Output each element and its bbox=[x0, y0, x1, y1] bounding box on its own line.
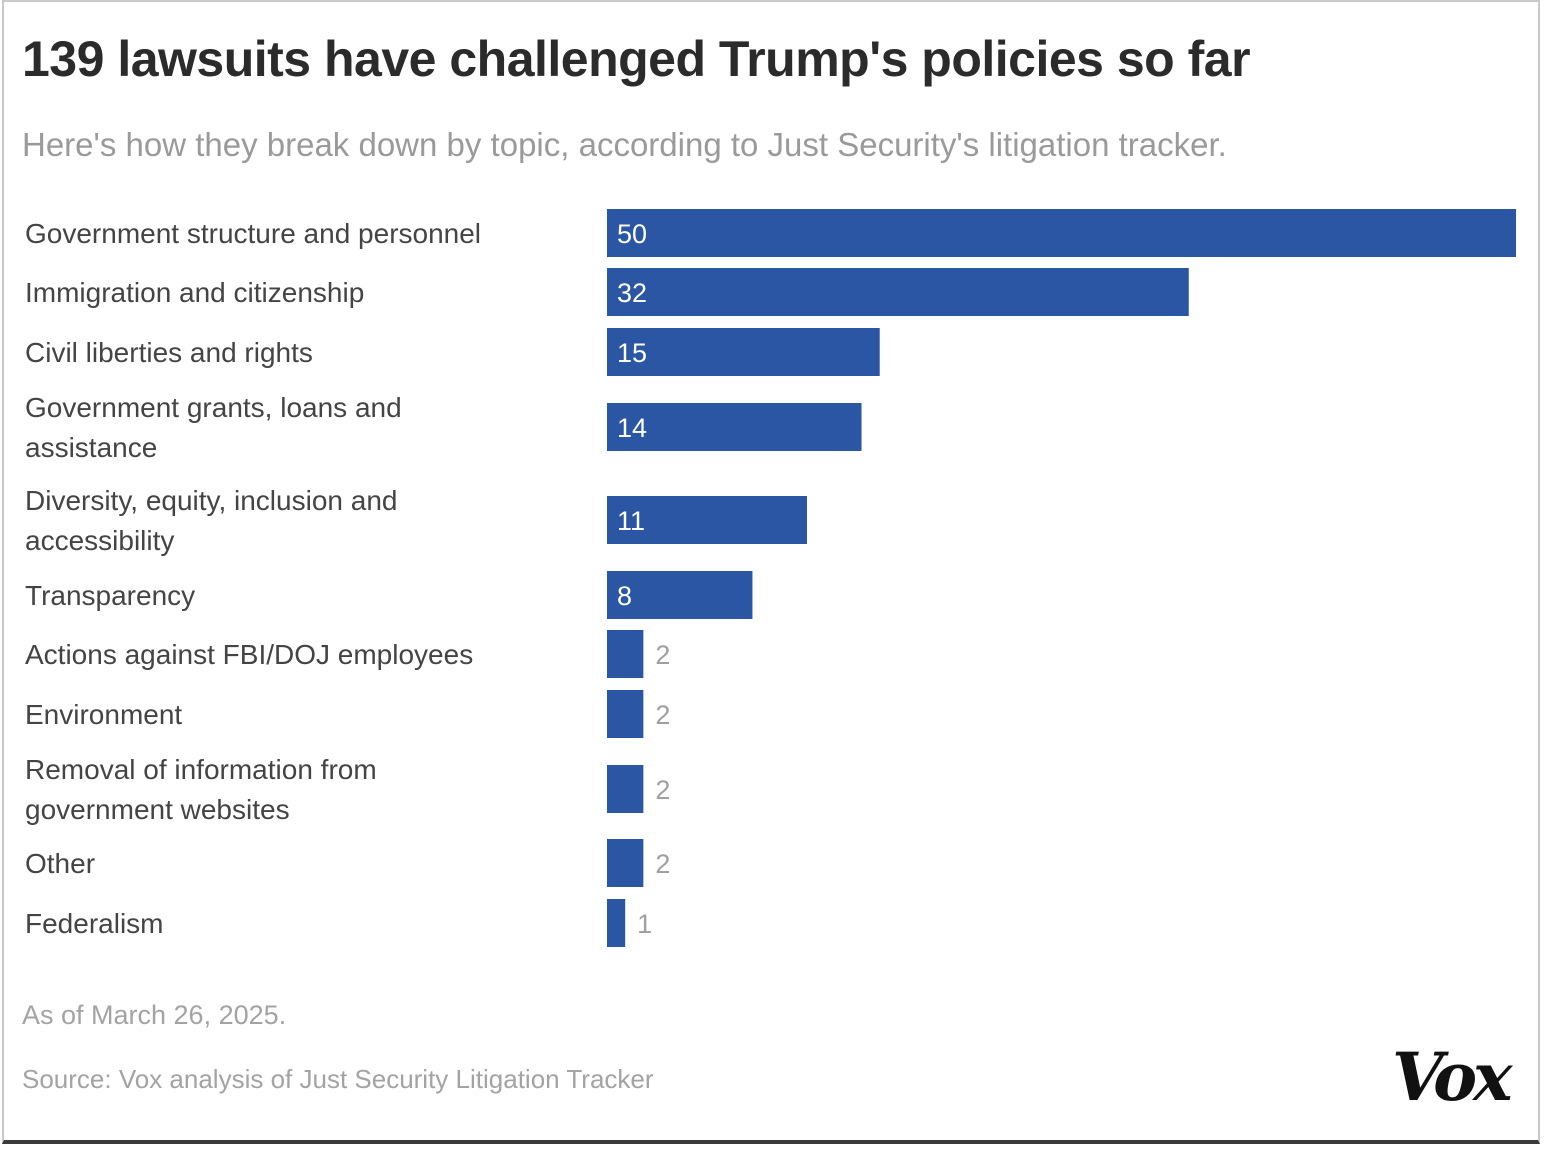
category-label-line: Federalism bbox=[25, 908, 163, 939]
category-label-line: Environment bbox=[25, 699, 182, 730]
category-label-line: government websites bbox=[25, 794, 290, 825]
value-label: 32 bbox=[617, 278, 647, 308]
category-label: Government structure and personnel bbox=[25, 218, 481, 249]
category-label: Civil liberties and rights bbox=[25, 337, 313, 368]
bar bbox=[607, 899, 626, 947]
value-label: 2 bbox=[655, 700, 670, 730]
bar bbox=[607, 268, 1189, 316]
category-label-line: Other bbox=[25, 848, 95, 879]
vox-logo: Vox bbox=[1392, 1038, 1513, 1116]
category-label-line: accessibility bbox=[25, 525, 174, 556]
bar bbox=[607, 403, 862, 451]
category-label: Diversity, equity, inclusion and accessib… bbox=[25, 485, 397, 556]
category-label-line: Civil liberties and rights bbox=[25, 337, 313, 368]
category-label: Actions against FBI/DOJ employees bbox=[25, 639, 473, 670]
bar bbox=[607, 630, 644, 678]
category-label: Environment bbox=[25, 699, 182, 730]
date-note: As of March 26, 2025. bbox=[22, 1000, 287, 1030]
value-label: 8 bbox=[617, 581, 632, 611]
category-label-line: Transparency bbox=[25, 580, 195, 611]
category-label-line: Actions against FBI/DOJ employees bbox=[25, 639, 473, 670]
bar bbox=[607, 765, 644, 813]
value-label: 50 bbox=[617, 219, 647, 249]
source-note: Source: Vox analysis of Just Security Li… bbox=[22, 1064, 654, 1094]
category-label: Immigration and citizenship bbox=[25, 277, 364, 308]
chart-title: 139 lawsuits have challenged Trump's pol… bbox=[22, 31, 1251, 87]
value-label: 2 bbox=[655, 640, 670, 670]
bar bbox=[607, 209, 1516, 257]
category-label-line: Diversity, equity, inclusion and bbox=[25, 485, 397, 516]
category-label: Removal of information from government we… bbox=[25, 754, 377, 825]
bar-chart: Government structure and personnel 50 Immi… bbox=[25, 209, 1516, 947]
category-label-line: Government structure and personnel bbox=[25, 218, 481, 249]
bar bbox=[607, 328, 880, 376]
chart-subtitle: Here's how they break down by topic, acc… bbox=[22, 126, 1227, 163]
category-label: Federalism bbox=[25, 908, 163, 939]
category-label-line: assistance bbox=[25, 432, 157, 463]
value-label: 1 bbox=[637, 909, 652, 939]
bar bbox=[607, 839, 644, 887]
value-label: 2 bbox=[655, 849, 670, 879]
value-label: 2 bbox=[655, 775, 670, 805]
category-label-line: Immigration and citizenship bbox=[25, 277, 364, 308]
category-label-line: Removal of information from bbox=[25, 754, 377, 785]
bar bbox=[607, 690, 644, 738]
value-label: 15 bbox=[617, 338, 647, 368]
category-label-line: Government grants, loans and bbox=[25, 392, 402, 423]
category-label: Other bbox=[25, 848, 95, 879]
value-label: 14 bbox=[617, 413, 647, 443]
value-label: 11 bbox=[617, 506, 645, 536]
bar bbox=[607, 496, 807, 544]
bar bbox=[607, 571, 753, 619]
category-label: Government grants, loans and assistance bbox=[25, 392, 402, 463]
category-label: Transparency bbox=[25, 580, 195, 611]
